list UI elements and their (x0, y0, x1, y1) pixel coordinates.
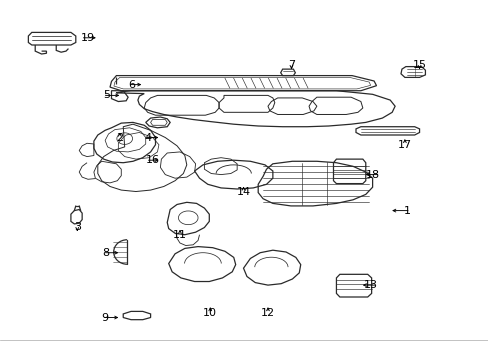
Text: 2: 2 (116, 132, 123, 143)
Text: 6: 6 (128, 80, 135, 90)
Text: 1: 1 (403, 206, 410, 216)
Text: 9: 9 (102, 312, 109, 323)
Text: 11: 11 (173, 230, 186, 240)
Text: 12: 12 (261, 308, 274, 318)
Text: 14: 14 (236, 186, 250, 197)
Text: 16: 16 (145, 155, 160, 165)
Text: 19: 19 (81, 33, 95, 43)
Text: 8: 8 (102, 248, 110, 258)
Text: 10: 10 (203, 308, 217, 318)
Text: 4: 4 (144, 132, 151, 143)
Text: 15: 15 (412, 60, 426, 70)
Text: 13: 13 (363, 280, 377, 290)
Text: 17: 17 (397, 140, 411, 150)
Text: 18: 18 (366, 170, 380, 180)
Text: 5: 5 (102, 90, 109, 100)
Text: 3: 3 (74, 222, 81, 232)
Text: 7: 7 (287, 60, 294, 70)
